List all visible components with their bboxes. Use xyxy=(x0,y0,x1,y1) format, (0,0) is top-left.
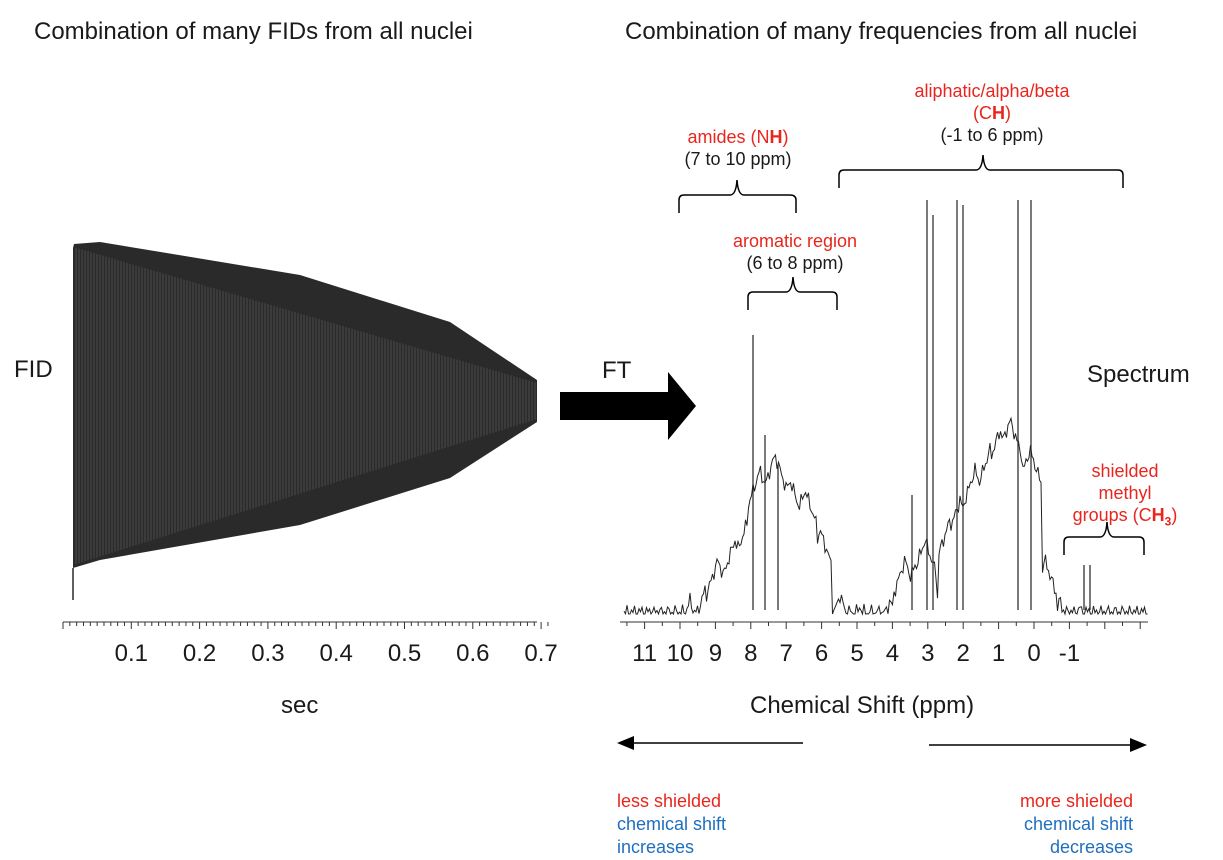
fid-signal xyxy=(73,242,537,600)
fid-tick-label-0: 0.1 xyxy=(101,640,161,668)
aromatic-bracket xyxy=(748,277,837,310)
spectrum-label: Spectrum xyxy=(1087,361,1190,389)
less-shielded-note: less shielded chemical shift increases xyxy=(617,790,726,859)
fid-label: FID xyxy=(14,356,53,384)
amides-annotation: amides (NH) (7 to 10 ppm) xyxy=(658,126,818,170)
fid-tick-label-6: 0.7 xyxy=(511,640,571,668)
chemical-shift-axis-label: Chemical Shift (ppm) xyxy=(750,692,974,720)
fid-tick-label-1: 0.2 xyxy=(170,640,230,668)
fid-tick-label-3: 0.4 xyxy=(306,640,366,668)
fid-time-axis xyxy=(63,622,548,629)
ft-label: FT xyxy=(602,357,631,385)
left-direction-arrow-icon xyxy=(617,736,803,750)
amides-bracket xyxy=(679,180,796,213)
fid-axis-label: sec xyxy=(281,692,318,720)
fid-tick-label-2: 0.3 xyxy=(238,640,298,668)
methyl-annotation: shielded methyl groups (CH3) xyxy=(1060,460,1190,533)
fid-tick-label-5: 0.6 xyxy=(443,640,503,668)
aliphatic-bracket xyxy=(839,155,1123,188)
spectrum-tick-label-12: -1 xyxy=(1039,640,1099,668)
fid-tick-label-4: 0.5 xyxy=(375,640,435,668)
aliphatic-annotation: aliphatic/alpha/beta (CH) (-1 to 6 ppm) xyxy=(882,80,1102,146)
more-shielded-note: more shielded chemical shift decreases xyxy=(963,790,1133,859)
chemical-shift-axis xyxy=(620,622,1148,629)
right-direction-arrow-icon xyxy=(929,738,1147,752)
aromatic-annotation: aromatic region (6 to 8 ppm) xyxy=(700,230,890,274)
